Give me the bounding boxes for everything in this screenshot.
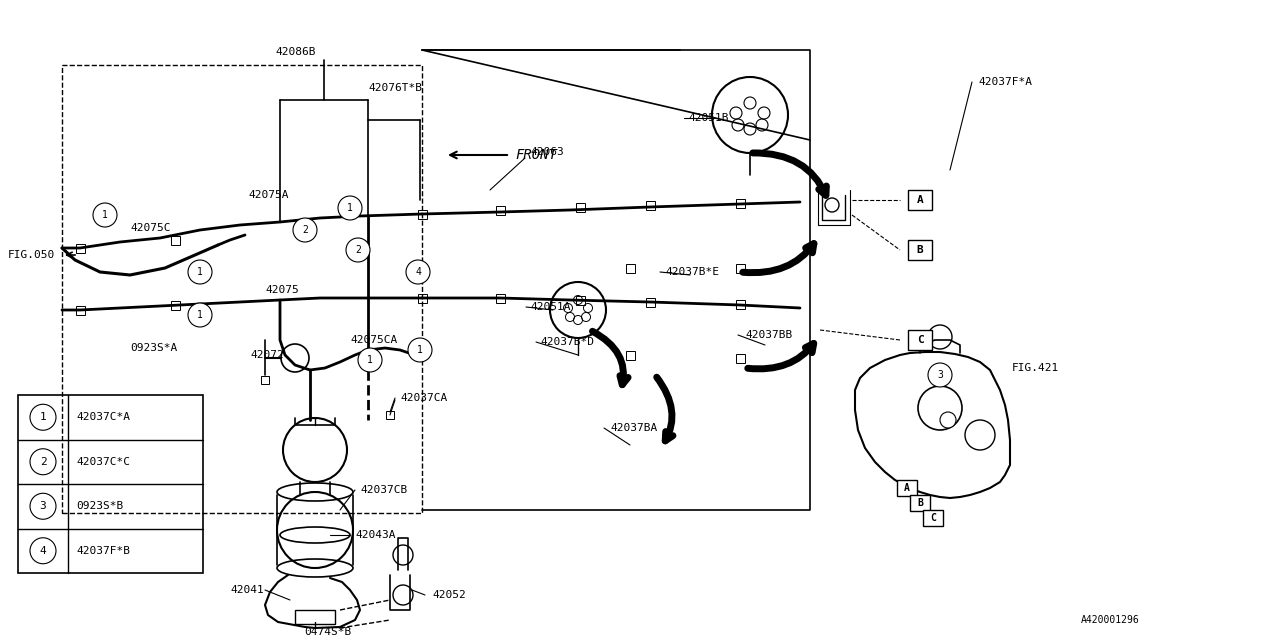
Bar — [76, 243, 84, 253]
Text: FIG.421: FIG.421 — [1012, 363, 1060, 373]
Circle shape — [93, 203, 116, 227]
Circle shape — [29, 493, 56, 519]
Text: 1: 1 — [197, 267, 204, 277]
Text: 42072: 42072 — [250, 350, 284, 360]
Bar — [576, 202, 585, 211]
Text: 3: 3 — [937, 370, 943, 380]
Text: 42075C: 42075C — [131, 223, 170, 233]
Circle shape — [293, 218, 317, 242]
Bar — [294, 610, 335, 624]
Text: 42075: 42075 — [265, 285, 298, 295]
Text: 3: 3 — [40, 501, 46, 511]
Bar — [170, 236, 179, 244]
Text: 42075A: 42075A — [248, 190, 288, 200]
Bar — [908, 240, 932, 260]
Text: 42051A: 42051A — [530, 302, 571, 312]
Circle shape — [358, 348, 381, 372]
Bar — [908, 190, 932, 210]
Text: A: A — [916, 195, 923, 205]
Text: 1: 1 — [197, 310, 204, 320]
Bar — [736, 300, 745, 308]
Text: 42037F*B: 42037F*B — [76, 546, 131, 556]
Text: 42037CB: 42037CB — [360, 485, 407, 495]
Circle shape — [338, 196, 362, 220]
Circle shape — [940, 412, 956, 428]
Text: 42037B*D: 42037B*D — [540, 337, 594, 347]
Circle shape — [408, 338, 433, 362]
Text: 42037F*A: 42037F*A — [978, 77, 1032, 87]
Circle shape — [928, 363, 952, 387]
Bar — [908, 330, 932, 350]
Text: 0923S*A: 0923S*A — [131, 343, 177, 353]
Text: C: C — [931, 513, 936, 523]
Circle shape — [406, 260, 430, 284]
Text: A: A — [904, 483, 910, 493]
Text: 42086B: 42086B — [275, 47, 316, 57]
Bar — [61, 65, 422, 513]
Bar — [736, 264, 745, 273]
Circle shape — [29, 404, 56, 430]
Text: 0474S*B: 0474S*B — [305, 627, 352, 637]
Bar — [736, 198, 745, 207]
Circle shape — [29, 449, 56, 475]
Bar — [626, 264, 635, 273]
Bar — [495, 205, 504, 214]
Bar — [645, 298, 654, 307]
Text: 42037BA: 42037BA — [611, 423, 657, 433]
Bar — [18, 395, 204, 573]
Text: A420001296: A420001296 — [1082, 615, 1140, 625]
Text: 2: 2 — [302, 225, 308, 235]
Text: 42037BB: 42037BB — [745, 330, 792, 340]
Bar — [626, 351, 635, 360]
Text: 42037C*A: 42037C*A — [76, 412, 131, 422]
Text: 1: 1 — [347, 203, 353, 213]
Bar — [645, 200, 654, 209]
Circle shape — [346, 238, 370, 262]
Text: 42052: 42052 — [433, 590, 466, 600]
Text: 4: 4 — [40, 546, 46, 556]
Text: 42037CA: 42037CA — [401, 393, 447, 403]
Bar — [576, 296, 585, 305]
Bar — [261, 376, 269, 384]
Bar — [417, 294, 426, 303]
Circle shape — [29, 538, 56, 564]
Bar — [910, 495, 931, 511]
Text: 1: 1 — [102, 210, 108, 220]
Bar — [417, 209, 426, 218]
Text: 0923S*B: 0923S*B — [76, 501, 123, 511]
Bar — [387, 411, 394, 419]
Bar — [897, 480, 916, 496]
Text: 42075CA: 42075CA — [349, 335, 397, 345]
Text: 4: 4 — [415, 267, 421, 277]
Circle shape — [188, 260, 212, 284]
Bar — [495, 294, 504, 303]
Bar — [170, 301, 179, 310]
Text: FIG.050: FIG.050 — [8, 250, 55, 260]
Text: 42051B: 42051B — [689, 113, 728, 123]
Text: B: B — [916, 245, 923, 255]
Text: 42037C*C: 42037C*C — [76, 457, 131, 467]
Text: 42043A: 42043A — [355, 530, 396, 540]
Bar — [76, 305, 84, 314]
Text: 1: 1 — [367, 355, 372, 365]
Text: 1: 1 — [417, 345, 422, 355]
Bar — [923, 510, 943, 526]
Text: 42037B*E: 42037B*E — [666, 267, 719, 277]
Text: 42063: 42063 — [530, 147, 563, 157]
Text: C: C — [916, 335, 923, 345]
Text: B: B — [916, 498, 923, 508]
Bar — [736, 353, 745, 362]
Text: 1: 1 — [40, 412, 46, 422]
Text: 42041: 42041 — [230, 585, 264, 595]
Text: 2: 2 — [355, 245, 361, 255]
Circle shape — [188, 303, 212, 327]
Text: 42076T*B: 42076T*B — [369, 83, 422, 93]
Text: 2: 2 — [40, 457, 46, 467]
Text: FRONT: FRONT — [515, 148, 557, 162]
